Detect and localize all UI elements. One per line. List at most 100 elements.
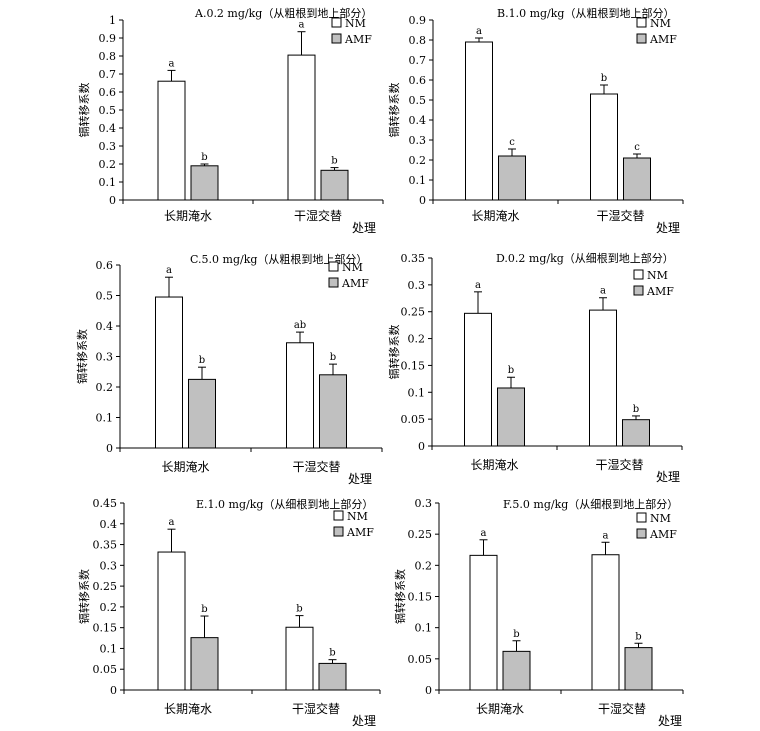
legend-label-nm: NM [650,17,671,30]
chart-title: E.1.0 mg/kg（从细根到地上部分） [196,497,373,511]
chart-panel-2: 0 0.1 0.2 0.3 0.4 0.5 0.6 0.7 0.8 0.9 a c 长期淹水 b c 干湿交替… [387,6,684,235]
bar-nm-2 [287,54,316,201]
legend-label-amf: AMF [646,285,674,298]
y-tick-label: 1 [109,14,116,27]
x-axis-label: 处理 [352,221,376,235]
chart-panel-1: 0 0.1 0.2 0.3 0.4 0.5 0.6 0.7 0.8 0.9 1 a b 长期淹水 a b 干湿交… [77,6,384,235]
y-tick-label: 0.1 [99,176,117,189]
significance-letter: c [634,142,640,153]
significance-letter: a [169,58,175,69]
x-category-label: 干湿交替 [598,701,646,716]
legend-swatch-nm [636,17,647,28]
y-axis-label: 镉转移系数 [387,325,401,380]
significance-letter: b [508,365,514,376]
bar-nm-2 [286,342,314,449]
x-category-label: 长期淹水 [161,460,209,474]
y-tick-label: 0.1 [96,412,114,425]
y-tick-label: 0.4 [99,122,117,135]
significance-letter: a [166,265,172,276]
bar-amf-1 [497,387,525,447]
y-tick-label: 0 [419,194,426,207]
legend-swatch-nm [633,269,644,280]
legend-label-nm: NM [342,261,363,274]
significance-letter: a [476,26,482,37]
bar-nm-1 [464,312,492,447]
legend-swatch-amf [633,285,644,296]
significance-letter: b [199,355,205,366]
significance-letter: b [296,604,302,615]
bar-amf-1 [190,637,219,691]
significance-letter: a [299,20,305,31]
y-tick-label: 0.2 [409,154,427,167]
x-category-label: 干湿交替 [292,701,340,716]
y-tick-label: 0.5 [409,94,427,107]
y-tick-label: 0.5 [99,104,117,117]
y-tick-label: 0.3 [99,140,117,153]
significance-letter: ab [294,320,306,331]
bar-amf-1 [498,155,526,201]
bar-amf-2 [320,169,349,201]
y-axis-label: 镉转移系数 [393,569,407,624]
y-tick-label: 0 [418,440,425,453]
y-tick-label: 0.05 [401,413,426,426]
significance-letter: b [635,631,641,642]
legend-swatch-nm [333,510,344,521]
significance-letter: c [509,137,515,148]
y-tick-label: 0 [425,684,432,697]
legend-swatch-amf [328,277,339,288]
legend-swatch-amf [331,33,342,44]
y-tick-label: 0.1 [415,622,433,635]
x-category-label: 长期淹水 [164,209,212,223]
legend-label-amf: AMF [341,277,369,290]
y-tick-label: 0.2 [408,333,426,346]
y-tick-label: 0.25 [401,306,426,319]
bar-amf-2 [319,374,347,449]
legend-swatch-amf [636,528,647,539]
chart-panel-5: 0 0.05 0.1 0.15 0.2 0.25 0.3 0.35 0.4 0.45 a b 长期淹水 b… [77,497,381,728]
bar-amf-2 [624,647,653,691]
bar-nm-1 [469,554,498,691]
y-tick-label: 0.3 [409,134,427,147]
legend-label-nm: NM [650,512,671,525]
y-tick-label: 0.25 [93,580,118,593]
significance-letter: b [201,604,207,615]
significance-letter: a [603,530,609,541]
chart-title: D.0.2 mg/kg（从细根到地上部分） [496,251,674,265]
significance-letter: a [600,286,606,297]
y-tick-label: 0.5 [96,290,114,303]
y-tick-label: 0.1 [409,174,427,187]
bar-nm-2 [590,93,618,201]
significance-letter: a [475,280,481,291]
legend-label-amf: AMF [649,528,677,541]
significance-letter: b [201,152,207,163]
legend-swatch-amf [333,526,344,537]
y-tick-label: 0.3 [408,279,426,292]
y-tick-label: 0.45 [93,497,118,510]
x-axis-label: 处理 [658,714,682,728]
legend-label-nm: NM [345,17,366,30]
y-tick-label: 0.9 [99,32,117,45]
x-category-label: 干湿交替 [292,459,340,474]
y-tick-label: 0.4 [409,114,427,127]
bar-amf-2 [622,419,650,447]
significance-letter: b [633,404,639,415]
y-tick-label: 0.6 [409,74,427,87]
legend-swatch-nm [331,17,342,28]
y-tick-label: 0.2 [96,381,114,394]
y-tick-label: 0.2 [100,601,118,614]
legend-swatch-amf [636,33,647,44]
bar-nm-1 [157,551,186,691]
y-tick-label: 0.3 [415,497,433,510]
legend-label-nm: NM [647,269,668,282]
significance-letter: b [330,352,336,363]
legend-swatch-nm [636,512,647,523]
y-tick-label: 0.7 [99,68,117,81]
y-axis-label: 镉转移系数 [77,569,91,624]
y-tick-label: 0.4 [100,518,118,531]
x-category-label: 干湿交替 [595,457,643,472]
y-tick-label: 0.05 [408,653,433,666]
y-tick-label: 0.35 [401,252,426,265]
chart-panel-4: 0 0.05 0.1 0.15 0.2 0.25 0.3 0.35 a b 长期淹水 a b 干湿交替 D.… [387,251,683,484]
